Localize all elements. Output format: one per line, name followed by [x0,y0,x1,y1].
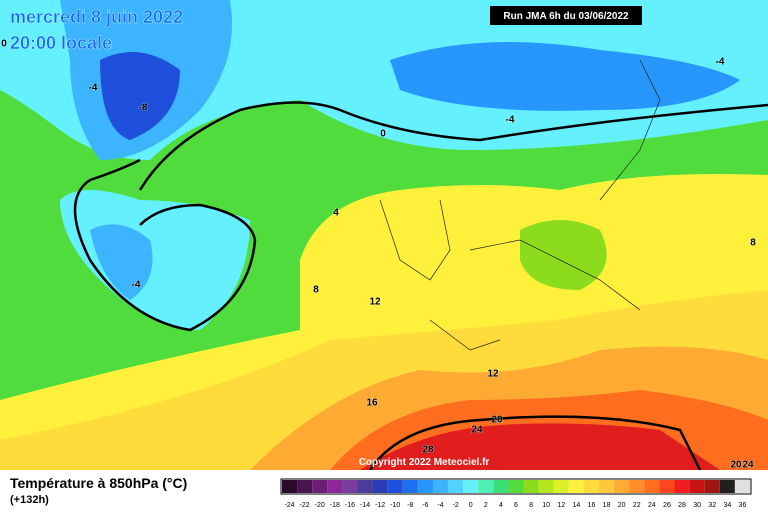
copyright: Copyright 2022 Meteociel.fr [359,457,490,468]
hot-area [360,423,720,470]
legend-cell [599,480,615,493]
contour-label: -4 [716,57,725,68]
legend-cell [734,480,750,493]
legend-label: 32 [708,502,716,509]
legend-label: 14 [572,502,580,509]
legend-cell [327,480,343,493]
legend-label: -14 [360,502,370,509]
legend-cell [659,480,675,493]
legend-label: 4 [499,502,503,509]
legend-label: 18 [603,502,611,509]
legend-label: 20 [618,502,626,509]
color-legend: -24 -22 -20 -18 -16 -14 -12 -10 -8 -6 -4 -2 0 2 4 6 8 10 1… [280,478,752,509]
legend-cell [357,480,373,493]
legend-label: 12 [557,502,565,509]
contour-label: 20 [491,415,503,426]
contour-label: 0 [380,129,386,140]
legend-label: -2 [452,502,458,509]
cold-area [90,224,153,300]
contour-label: 28 [422,445,434,456]
legend-label: -6 [422,502,428,509]
legend-cell [463,480,479,493]
legend-cell [629,480,645,493]
legend-cell [553,480,569,493]
legend-cell [719,480,735,493]
footer-lead: (+132h) [10,494,49,506]
legend-frame [280,478,752,495]
legend-cell [508,480,524,493]
legend-label: -4 [437,502,443,509]
legend-cell [448,480,464,493]
legend-cell [402,480,418,493]
run-box [490,6,642,25]
contour-label: -4 [89,83,98,94]
cold-area [100,52,180,140]
legend-label: 10 [542,502,550,509]
legend-label: 8 [529,502,533,509]
legend-label: -22 [300,502,310,509]
map-time: 20:00 locale [10,33,112,53]
legend-cell [523,480,539,493]
legend-label: 30 [693,502,701,509]
legend-label: -24 [284,502,294,509]
legend-label: -12 [375,502,385,509]
legend-cell [432,480,449,493]
legend-label: 16 [588,502,596,509]
legend-label: -20 [315,502,325,509]
contour-label: 4 [333,208,339,219]
legend-cell [282,480,298,493]
contour-label: -4 [506,115,515,126]
legend-label: 0 [469,502,473,509]
legend-cell [568,480,584,493]
legend-label: -10 [390,502,400,509]
legend-cell [493,480,509,493]
legend-cell [689,480,705,493]
contour-label: 12 [369,297,381,308]
legend-cell [674,480,690,493]
legend-cell [312,480,328,493]
coastlines [379,59,661,351]
legend-cell [297,480,313,493]
legend-cell [342,480,358,493]
legend-label: 26 [663,502,671,509]
legend-cell [614,480,630,493]
contour-twenty [368,415,702,471]
contour-label: 20 [730,460,742,471]
legend-cell [583,480,600,493]
contour-zero [138,101,768,191]
contour-zero [73,158,257,332]
legend-label: 36 [739,502,747,509]
legend-label: 28 [678,502,686,509]
legend-label: -8 [407,502,413,509]
legend-label: 22 [633,502,641,509]
contour-label: 16 [366,398,378,409]
contour-label: 0 [1,39,7,50]
legend-label: 6 [514,502,518,509]
legend-label: 34 [723,502,731,509]
contour-label: -8 [139,103,148,114]
contour-label: -4 [132,280,141,291]
legend-label: 24 [648,502,656,509]
legend-cell [644,480,660,493]
footer-title: Température à 850hPa (°C) [10,475,187,491]
map-date: mercredi 8 juin 2022 [10,7,183,27]
contour-label: 24 [471,425,483,436]
legend-label: 2 [484,502,488,509]
legend-cell [387,480,403,493]
legend-cell [538,480,554,493]
legend-cell [478,480,494,493]
legend-cell [417,480,433,493]
contour-label: 8 [313,285,319,296]
run-info: Run JMA 6h du 03/06/2022 [503,11,629,22]
contour-label: 12 [487,369,499,380]
contour-label: 24 [742,460,754,471]
contour-label: 8 [750,238,756,249]
legend-label: -18 [330,502,340,509]
legend-label: -16 [345,502,355,509]
legend-cell [372,480,388,493]
legend-cell [704,480,720,493]
cold-area [390,42,740,111]
